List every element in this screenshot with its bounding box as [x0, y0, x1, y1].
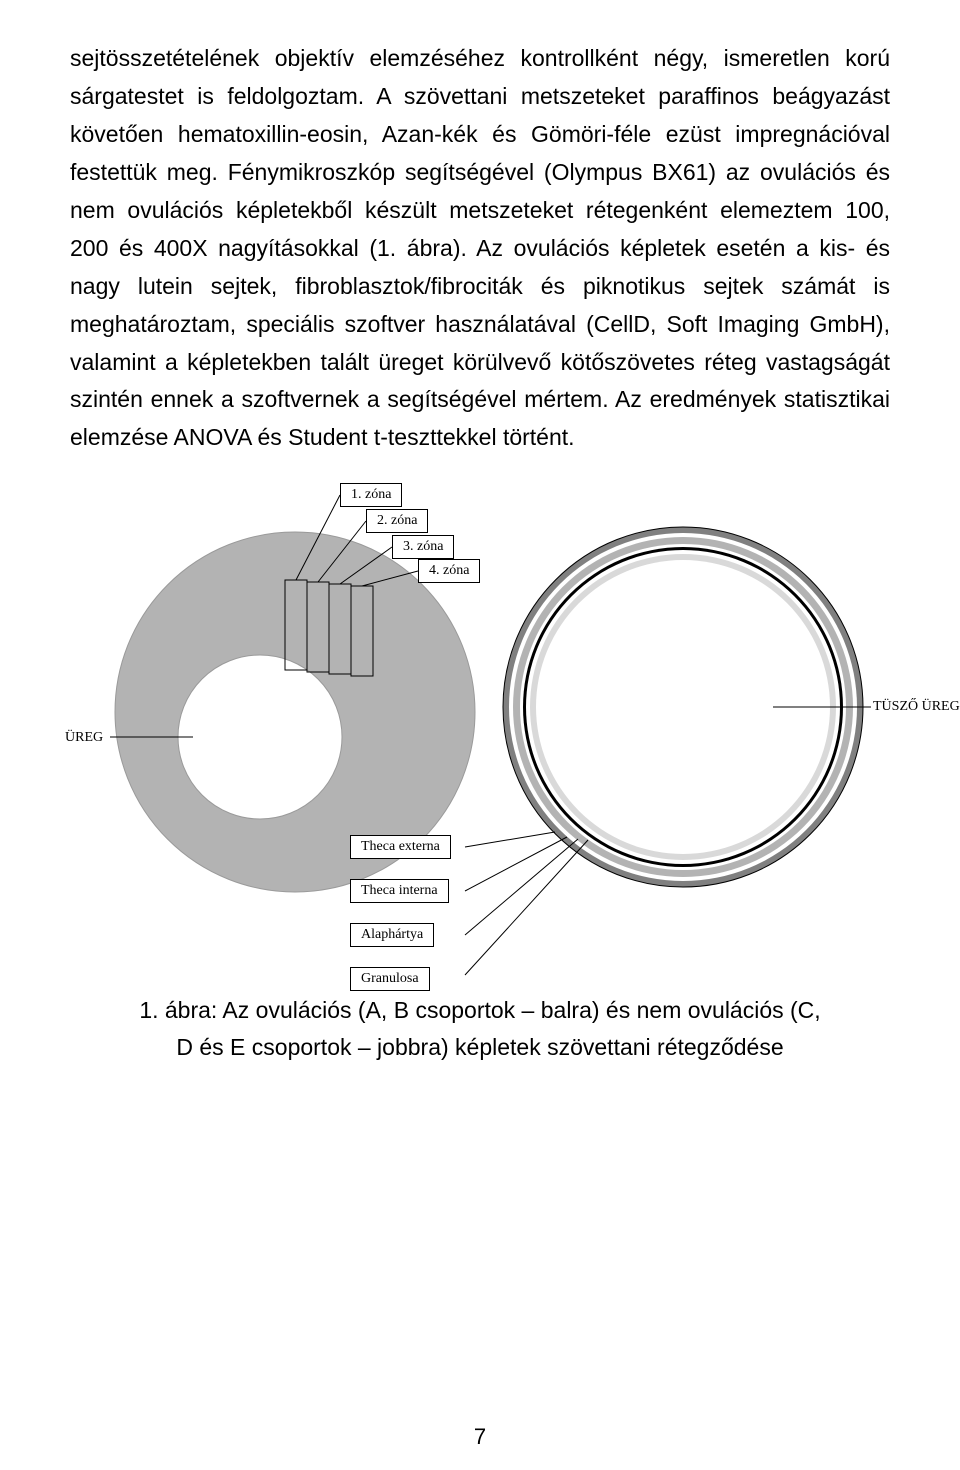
- layer-label-0: Theca externa: [350, 835, 451, 859]
- zone-label-1: 1. zóna: [340, 483, 402, 507]
- caption-line-1: 1. ábra: Az ovulációs (A, B csoportok – …: [139, 997, 820, 1023]
- figure-diagram: ÜREG1. zóna2. zóna3. zóna4. zónaTÜSZŐ ÜR…: [70, 487, 890, 967]
- left-cavity-label: ÜREG: [65, 730, 103, 746]
- layer-label-2: Alaphártya: [350, 923, 434, 947]
- layer-label-3: Granulosa: [350, 967, 430, 991]
- page-number: 7: [474, 1424, 486, 1450]
- layer-label-1: Theca interna: [350, 879, 449, 903]
- zone-label-2: 2. zóna: [366, 509, 428, 533]
- zone-label-4: 4. zóna: [418, 559, 480, 583]
- figure-caption: 1. ábra: Az ovulációs (A, B csoportok – …: [70, 992, 890, 1066]
- zone-label-3: 3. zóna: [392, 535, 454, 559]
- right-cavity-label: TÜSZŐ ÜREGE: [873, 699, 960, 715]
- body-paragraph: sejtösszetételének objektív elemzéséhez …: [70, 40, 890, 457]
- caption-line-2: D és E csoportok – jobbra) képletek szöv…: [176, 1034, 783, 1060]
